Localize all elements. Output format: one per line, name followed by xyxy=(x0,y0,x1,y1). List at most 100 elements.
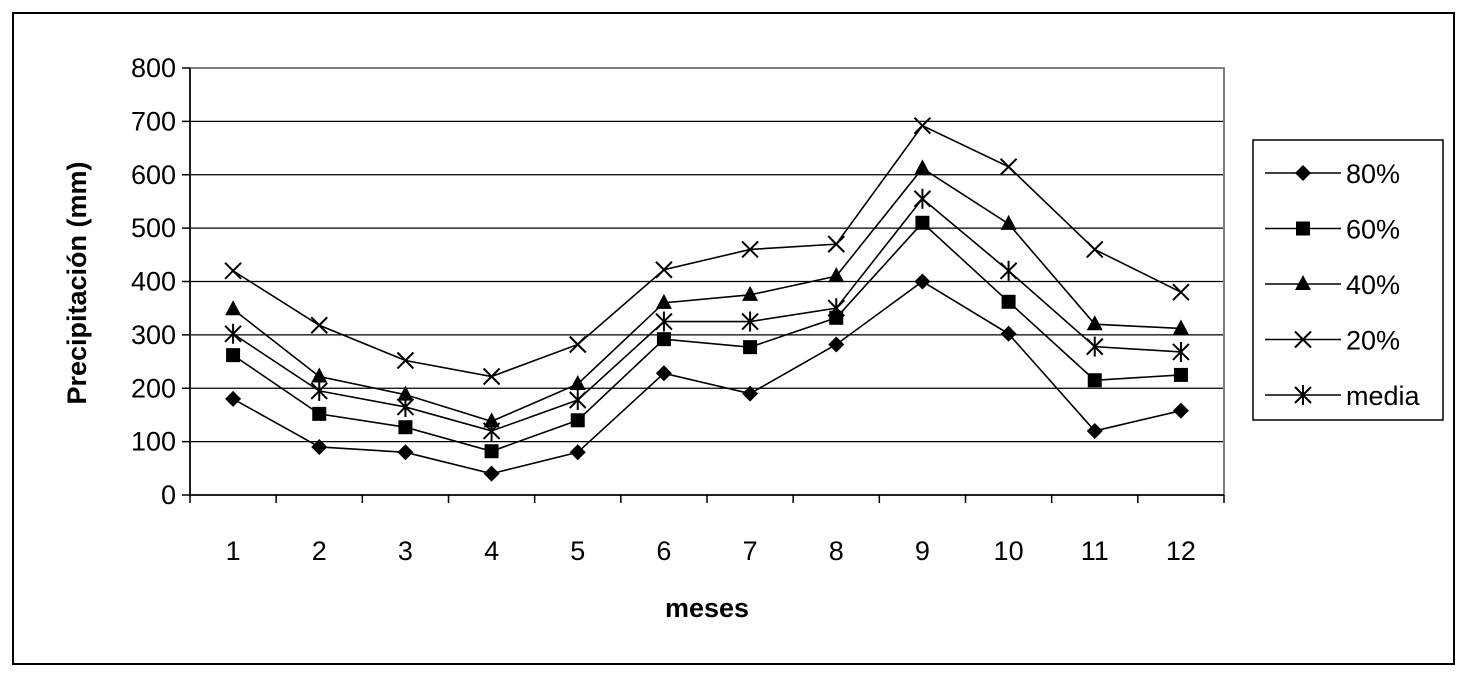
point-20pct-6 xyxy=(655,261,673,279)
point-media-4 xyxy=(482,420,501,441)
series-line-20pct xyxy=(232,124,1182,378)
point-media-8 xyxy=(827,298,845,319)
y-tick-label-500: 500 xyxy=(131,213,176,243)
point-40pct-4 xyxy=(483,412,500,428)
point-40pct-2 xyxy=(311,367,328,383)
point-60pct-6 xyxy=(656,332,671,347)
x-tick-label-3: 3 xyxy=(398,536,413,566)
point-20pct-12 xyxy=(1172,283,1190,301)
legend-marker-20pct xyxy=(1294,330,1312,349)
x-tick-label-12: 12 xyxy=(1166,536,1196,566)
axes xyxy=(182,67,1225,503)
point-60pct-9 xyxy=(915,215,930,230)
series-line-80pct xyxy=(232,280,1182,475)
point-40pct-3 xyxy=(397,385,414,401)
legend-marker-80pct xyxy=(1295,165,1311,181)
point-40pct-11 xyxy=(1086,315,1103,331)
legend-marker-media xyxy=(1294,385,1312,405)
point-20pct-11 xyxy=(1086,240,1104,259)
legend-label-60pct: 60% xyxy=(1346,215,1400,245)
y-tick-label-800: 800 xyxy=(131,53,176,83)
point-40pct-7 xyxy=(742,285,759,301)
point-20pct-2 xyxy=(310,316,328,334)
x-tick-label-9: 9 xyxy=(915,536,930,566)
point-20pct-3 xyxy=(396,351,415,370)
point-60pct-7 xyxy=(743,340,758,355)
point-80pct-8 xyxy=(828,336,845,353)
legend-box xyxy=(1252,139,1444,421)
point-20pct-8 xyxy=(827,235,845,253)
x-tick-label-6: 6 xyxy=(656,536,671,566)
point-media-1 xyxy=(224,323,242,344)
x-tick-label-8: 8 xyxy=(829,536,844,566)
legend-label-20pct: 20% xyxy=(1346,326,1400,356)
point-media-11 xyxy=(1086,336,1104,357)
series-line-40pct xyxy=(232,167,1181,423)
legend-item-80pct: 80% xyxy=(1265,159,1400,189)
point-20pct-7 xyxy=(741,240,759,259)
point-media-9 xyxy=(913,188,932,209)
legend: 80% 60% 40% 20% media xyxy=(1252,139,1444,421)
point-80pct-2 xyxy=(311,438,328,455)
point-60pct-12 xyxy=(1173,367,1188,382)
point-80pct-10 xyxy=(1000,325,1017,342)
legend-marker-60pct xyxy=(1296,221,1310,236)
point-20pct-10 xyxy=(999,158,1018,176)
series-80pct xyxy=(225,273,1189,482)
x-tick-label-7: 7 xyxy=(743,536,758,566)
point-60pct-10 xyxy=(1001,294,1016,309)
series-line-media xyxy=(232,197,1181,432)
point-40pct-6 xyxy=(655,293,672,309)
y-axis-title: Precipitación (mm) xyxy=(62,161,92,404)
series-media xyxy=(224,188,1190,441)
legend-label-media: media xyxy=(1346,381,1421,411)
series-60pct xyxy=(226,215,1188,459)
y-tick-label-400: 400 xyxy=(131,267,176,297)
x-tick-label-1: 1 xyxy=(226,536,241,566)
point-40pct-12 xyxy=(1172,319,1189,335)
legend-label-80pct: 80% xyxy=(1346,159,1400,189)
x-tick-labels: 1 2 3 4 5 6 7 8 9 10 11 12 xyxy=(226,536,1196,566)
point-20pct-5 xyxy=(569,335,587,354)
point-80pct-1 xyxy=(225,390,242,407)
point-80pct-9 xyxy=(914,273,931,290)
x-tick-label-2: 2 xyxy=(312,536,327,566)
y-tick-label-200: 200 xyxy=(131,373,176,403)
point-media-7 xyxy=(741,311,759,332)
y-tick-label-300: 300 xyxy=(131,320,176,350)
y-tick-label-600: 600 xyxy=(131,160,176,190)
x-tick-label-5: 5 xyxy=(570,536,585,566)
legend-label-40pct: 40% xyxy=(1346,270,1400,300)
series-line-60pct xyxy=(232,221,1181,453)
point-media-2 xyxy=(310,380,328,401)
y-tick-label-700: 700 xyxy=(131,106,176,136)
point-20pct-4 xyxy=(482,367,501,386)
point-80pct-11 xyxy=(1086,422,1103,439)
x-tick-label-10: 10 xyxy=(994,536,1024,566)
y-tick-labels: 0 100 200 300 400 500 600 700 800 xyxy=(131,53,176,510)
point-40pct-10 xyxy=(1000,214,1017,230)
point-60pct-3 xyxy=(398,420,413,435)
point-80pct-6 xyxy=(655,365,672,382)
point-media-10 xyxy=(999,260,1018,281)
x-tick-label-11: 11 xyxy=(1081,536,1109,566)
point-20pct-9 xyxy=(913,116,932,135)
point-20pct-1 xyxy=(224,262,242,280)
x-tick-label-4: 4 xyxy=(484,536,499,566)
point-media-6 xyxy=(655,311,673,332)
point-60pct-4 xyxy=(484,444,499,459)
grid-lines xyxy=(190,120,1224,443)
legend-item-60pct: 60% xyxy=(1265,215,1400,245)
point-40pct-9 xyxy=(914,159,931,175)
point-media-3 xyxy=(396,396,415,417)
series-40pct xyxy=(225,159,1189,428)
point-60pct-5 xyxy=(570,413,585,428)
legend-item-40pct: 40% xyxy=(1265,270,1400,300)
point-media-5 xyxy=(569,389,587,410)
point-40pct-8 xyxy=(828,267,845,283)
series-group xyxy=(224,116,1190,482)
point-80pct-4 xyxy=(483,465,500,482)
series-20pct xyxy=(224,116,1190,386)
legend-marker-40pct xyxy=(1295,275,1311,290)
